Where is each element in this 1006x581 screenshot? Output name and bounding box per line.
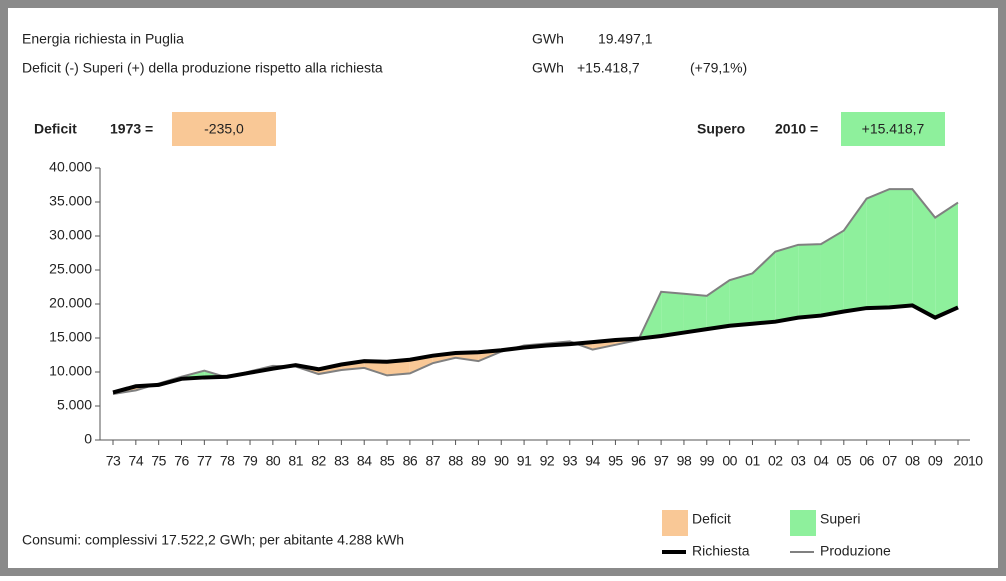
x-tick-label: 76 bbox=[174, 453, 189, 469]
x-tick-label: 85 bbox=[380, 453, 395, 469]
legend-label: Produzione bbox=[820, 543, 891, 559]
difference-area bbox=[820, 230, 844, 316]
x-tick-label: 08 bbox=[905, 453, 920, 469]
x-tick-label: 05 bbox=[837, 453, 852, 469]
x-tick-label: 81 bbox=[288, 453, 303, 469]
footer: Consumi: complessivi 17.522,2 GWh; per a… bbox=[22, 532, 404, 548]
difference-area bbox=[798, 244, 821, 318]
y-tick-label: 30.000 bbox=[49, 227, 92, 243]
box-year: 2010 = bbox=[775, 121, 818, 137]
difference-area bbox=[661, 291, 684, 336]
difference-area bbox=[935, 202, 958, 318]
legend-label: Superi bbox=[820, 511, 860, 527]
y-tick-label: 5.000 bbox=[57, 397, 92, 413]
difference-area bbox=[912, 189, 936, 318]
x-tick-label: 06 bbox=[859, 453, 874, 469]
difference-area bbox=[775, 244, 799, 322]
box-label: Deficit bbox=[34, 121, 77, 137]
x-tick-label: 84 bbox=[357, 453, 372, 469]
info-extra: (+79,1%) bbox=[690, 60, 747, 76]
x-tick-label: 98 bbox=[677, 453, 692, 469]
x-tick-label: 95 bbox=[608, 453, 623, 469]
difference-area bbox=[364, 361, 388, 376]
x-tick-label: 78 bbox=[220, 453, 235, 469]
x-tick-label: 83 bbox=[334, 453, 349, 469]
x-tick-label: 80 bbox=[266, 453, 281, 469]
difference-area bbox=[683, 293, 707, 333]
y-tick-label: 10.000 bbox=[49, 363, 92, 379]
x-tick-label: 94 bbox=[585, 453, 600, 469]
series-line bbox=[112, 303, 959, 395]
x-tick-label: 90 bbox=[494, 453, 509, 469]
x-tick-label: 87 bbox=[425, 453, 440, 469]
x-tick-label: 86 bbox=[403, 453, 418, 469]
x-tick-label: 99 bbox=[699, 453, 714, 469]
legend-label: Deficit bbox=[692, 511, 731, 527]
legend-swatch bbox=[790, 510, 816, 536]
x-tick-label: 77 bbox=[197, 453, 212, 469]
x-tick-label: 82 bbox=[311, 453, 326, 469]
x-tick-label: 73 bbox=[106, 453, 121, 469]
x-tick-label: 07 bbox=[882, 453, 897, 469]
deficit-box bbox=[172, 112, 276, 146]
x-tick-label: 01 bbox=[745, 453, 760, 469]
x-tick-label: 88 bbox=[448, 453, 463, 469]
y-tick-label: 0 bbox=[84, 431, 92, 447]
difference-area bbox=[387, 359, 410, 376]
box-value: +15.418,7 bbox=[862, 121, 925, 137]
info-unit: GWh bbox=[532, 60, 564, 76]
y-tick-label: 25.000 bbox=[49, 261, 92, 277]
x-tick-label: 00 bbox=[722, 453, 737, 469]
difference-area bbox=[752, 251, 776, 324]
legend-swatch bbox=[662, 510, 688, 536]
y-tick-label: 20.000 bbox=[49, 295, 92, 311]
x-tick-label: 79 bbox=[243, 453, 258, 469]
x-tick-label: 89 bbox=[471, 453, 486, 469]
difference-area bbox=[843, 198, 867, 312]
box-label: Supero bbox=[697, 121, 745, 137]
x-tick-label: 03 bbox=[791, 453, 806, 469]
difference-area bbox=[729, 273, 753, 326]
legend-label: Richiesta bbox=[692, 543, 750, 559]
y-tick-label: 35.000 bbox=[49, 193, 92, 209]
x-tick-label: 96 bbox=[631, 453, 646, 469]
info-unit: GWh bbox=[532, 31, 564, 47]
surplus-box bbox=[841, 112, 945, 146]
x-tick-label: 75 bbox=[151, 453, 166, 469]
box-value: -235,0 bbox=[204, 121, 244, 137]
x-tick-label: 93 bbox=[562, 453, 577, 469]
info-value: +15.418,7 bbox=[577, 60, 640, 76]
x-tick-label: 91 bbox=[517, 453, 532, 469]
x-tick-label: 97 bbox=[654, 453, 669, 469]
box-year: 1973 = bbox=[110, 121, 153, 137]
y-tick-label: 15.000 bbox=[49, 329, 92, 345]
y-tick-label: 40.000 bbox=[49, 159, 92, 175]
x-tick-label: 04 bbox=[814, 453, 829, 469]
x-tick-label: 09 bbox=[928, 453, 943, 469]
x-tick-label: 74 bbox=[129, 453, 144, 469]
x-tick-label: 92 bbox=[540, 453, 555, 469]
x-tick-label: 02 bbox=[768, 453, 783, 469]
info-label: Deficit (-) Superi (+) della produzione … bbox=[22, 60, 383, 76]
difference-area bbox=[866, 189, 890, 309]
x-tick-label: 2010 bbox=[953, 453, 983, 469]
info-value: 19.497,1 bbox=[598, 31, 653, 47]
info-label: Energia richiesta in Puglia bbox=[22, 31, 184, 47]
difference-area bbox=[889, 189, 913, 308]
